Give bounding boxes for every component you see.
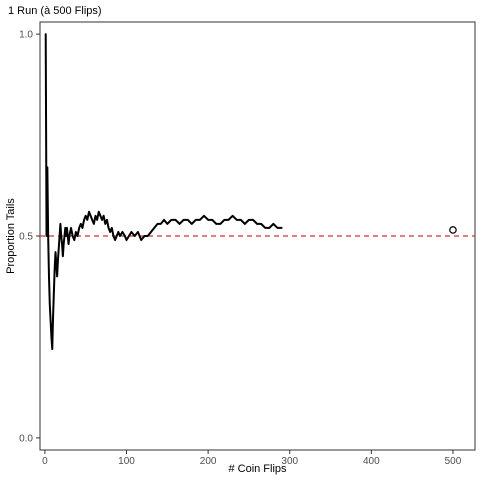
y-tick-label: 0.5 xyxy=(19,232,33,243)
x-tick-label: 400 xyxy=(363,456,380,467)
y-axis-label: Proportion Tails xyxy=(5,198,17,274)
open-point-marker xyxy=(449,226,457,234)
x-tick-label: 300 xyxy=(281,456,298,467)
y-axis: 0.0 0.5 1.0 xyxy=(19,30,40,444)
x-tick-label: 100 xyxy=(118,456,135,467)
x-tick-label: 200 xyxy=(200,456,217,467)
series-line xyxy=(44,33,283,351)
x-axis-label: # Coin Flips xyxy=(228,463,287,475)
plot-layer xyxy=(40,33,475,351)
x-tick-label: 500 xyxy=(445,456,462,467)
x-axis: 0 100 200 300 400 500 xyxy=(42,450,462,467)
y-tick-label: 1.0 xyxy=(19,30,33,41)
y-tick-label: 0.0 xyxy=(19,433,33,444)
x-tick-label: 0 xyxy=(42,456,48,467)
chart-title: 1 Run (à 500 Flips) xyxy=(8,5,102,17)
